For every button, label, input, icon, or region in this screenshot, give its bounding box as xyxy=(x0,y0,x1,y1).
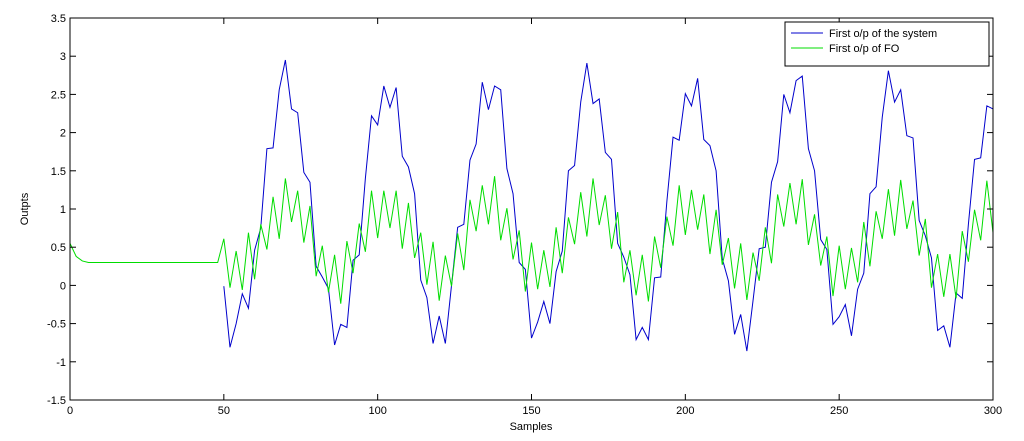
y-tick-label: 0.5 xyxy=(51,242,66,254)
y-tick-label: -1 xyxy=(56,357,66,369)
data-line xyxy=(69,176,994,304)
data-line xyxy=(223,59,994,352)
x-tick-label: 300 xyxy=(984,405,1002,417)
y-tick-label: 1.5 xyxy=(51,166,66,178)
y-tick-label: 3 xyxy=(60,51,66,63)
x-tick-label: 250 xyxy=(830,405,848,417)
y-tick-label: 2.5 xyxy=(51,89,66,101)
y-tick-label: 0 xyxy=(60,280,66,292)
y-axis-label: Outpts xyxy=(19,192,31,225)
x-tick-label: 200 xyxy=(676,405,694,417)
legend-label: First o/p of the system xyxy=(829,28,937,40)
x-tick-label: 50 xyxy=(218,405,230,417)
y-tick-label: 3.5 xyxy=(51,13,66,25)
y-tick-label: -0.5 xyxy=(47,319,66,331)
x-axis-label: Samples xyxy=(510,421,553,433)
x-tick-label: 100 xyxy=(368,405,386,417)
legend-box xyxy=(784,21,990,67)
legend-label: First o/p of FO xyxy=(829,43,900,55)
y-tick-label: 2 xyxy=(60,128,66,140)
y-tick-label: 1 xyxy=(60,204,66,216)
x-tick-label: 150 xyxy=(522,405,540,417)
x-tick-label: 0 xyxy=(67,405,73,417)
y-tick-label: -1.5 xyxy=(47,395,66,407)
